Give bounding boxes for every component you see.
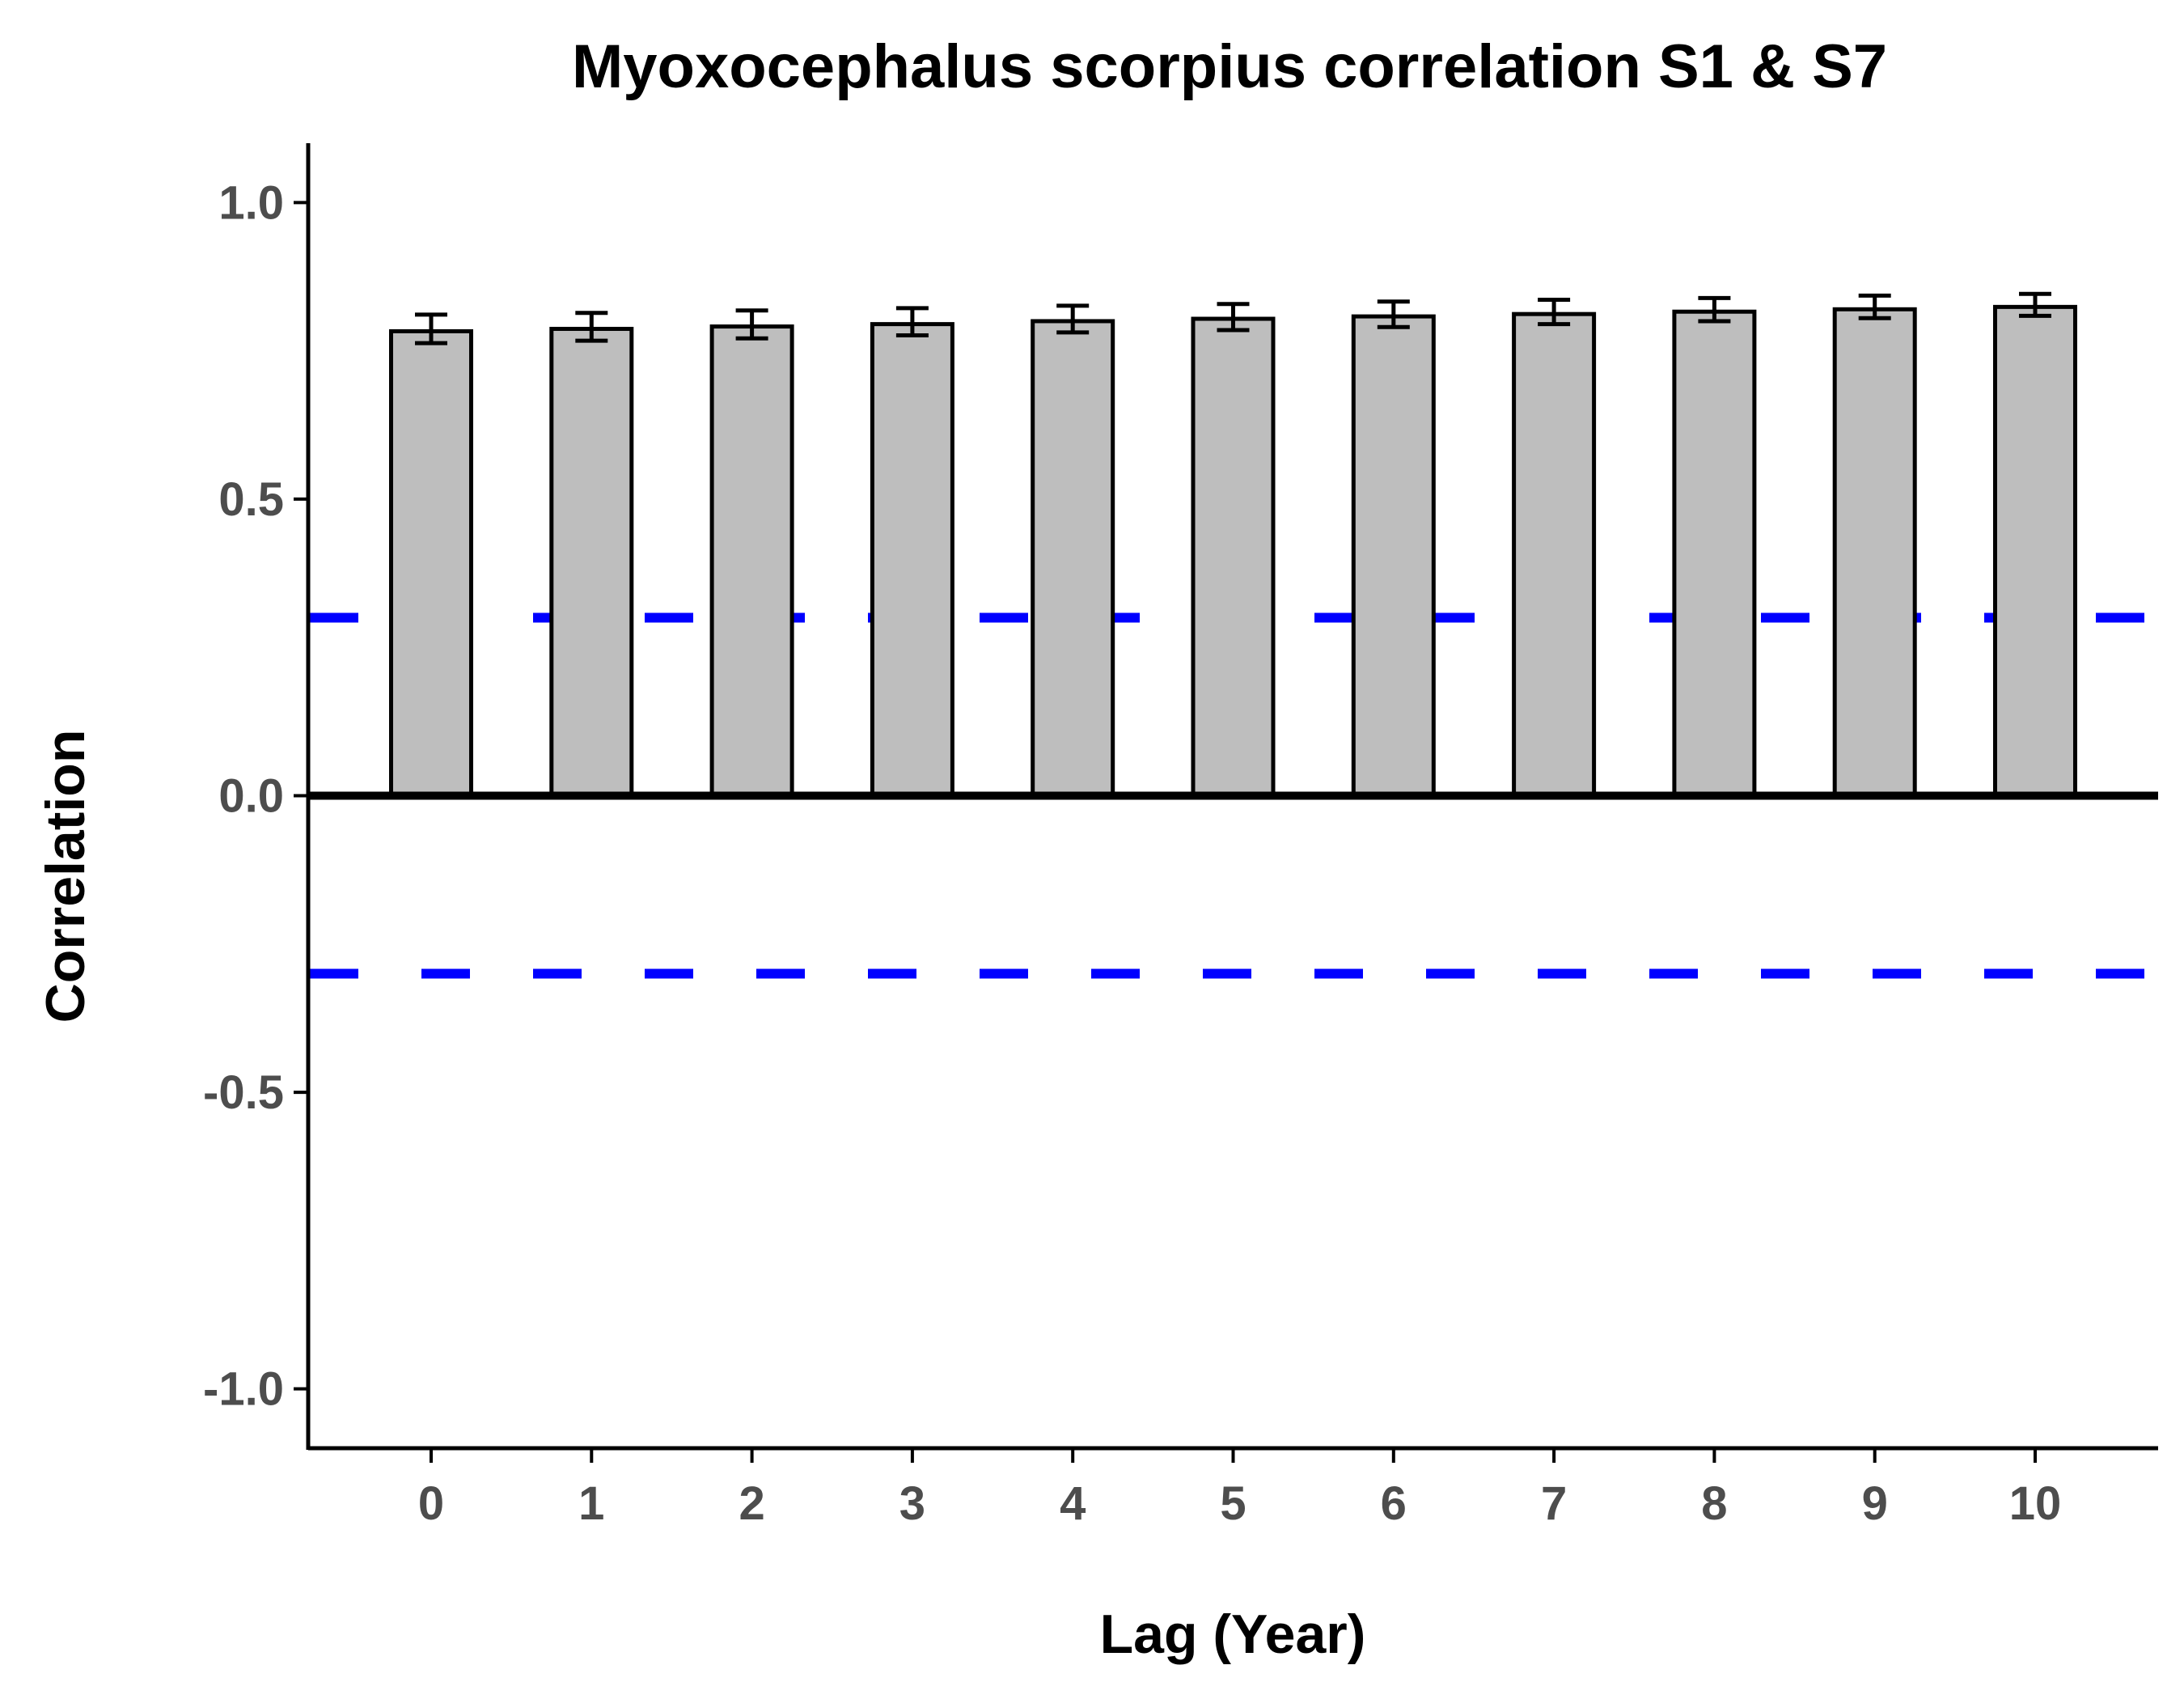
- bar-9: [1832, 307, 1917, 799]
- x-tick-label: 10: [2009, 1477, 2062, 1530]
- error-bars: [415, 291, 2051, 345]
- error-bar-9: [1858, 293, 1891, 320]
- y-tick-label: -1.0: [203, 1363, 284, 1416]
- bar-5: [1191, 316, 1276, 799]
- y-tick-label: 0.5: [218, 473, 284, 526]
- bars: [389, 304, 2077, 799]
- error-bar-8: [1698, 295, 1731, 324]
- bar-6: [1351, 314, 1436, 798]
- x-axis-title: Lag (Year): [1100, 1604, 1366, 1665]
- error-bar-3: [895, 306, 929, 338]
- x-tick-label: 4: [1060, 1477, 1086, 1530]
- x-tick-label: 0: [418, 1477, 444, 1530]
- y-axis-title: Correlation: [35, 730, 96, 1023]
- error-bar-10: [2019, 291, 2051, 318]
- bar-0: [389, 328, 473, 798]
- x-tick-label: 9: [1862, 1477, 1888, 1530]
- bar-8: [1672, 309, 1757, 798]
- x-tick-label: 1: [578, 1477, 604, 1530]
- bar-2: [709, 324, 794, 799]
- x-tick-label: 2: [739, 1477, 764, 1530]
- bar-7: [1512, 311, 1597, 798]
- x-ticks: 0 1 2 3 4 5 6 7 8 9 10: [418, 1448, 2061, 1530]
- y-tick-label: 0.0: [218, 770, 284, 823]
- error-bar-0: [415, 312, 447, 345]
- error-bar-2: [735, 308, 768, 341]
- bar-3: [870, 322, 954, 798]
- y-ticks: 1.0 0.5 0.0 -0.5 -1.0: [203, 176, 308, 1416]
- error-bar-6: [1377, 299, 1410, 329]
- x-tick-label: 7: [1541, 1477, 1567, 1530]
- chart-title: Myoxocephalus scorpius correlation S1 & …: [572, 32, 1887, 101]
- bar-1: [549, 326, 634, 798]
- bar-10: [1993, 304, 2077, 799]
- bar-4: [1031, 319, 1115, 799]
- x-tick-label: 3: [899, 1477, 925, 1530]
- y-tick-label: 1.0: [218, 176, 284, 229]
- x-tick-label: 6: [1381, 1477, 1407, 1530]
- x-tick-label: 8: [1701, 1477, 1727, 1530]
- error-bar-1: [575, 311, 608, 343]
- error-bar-5: [1217, 302, 1250, 333]
- y-tick-label: -0.5: [203, 1066, 284, 1119]
- error-bar-7: [1538, 298, 1571, 327]
- x-tick-label: 5: [1220, 1477, 1246, 1530]
- error-bar-4: [1056, 303, 1090, 335]
